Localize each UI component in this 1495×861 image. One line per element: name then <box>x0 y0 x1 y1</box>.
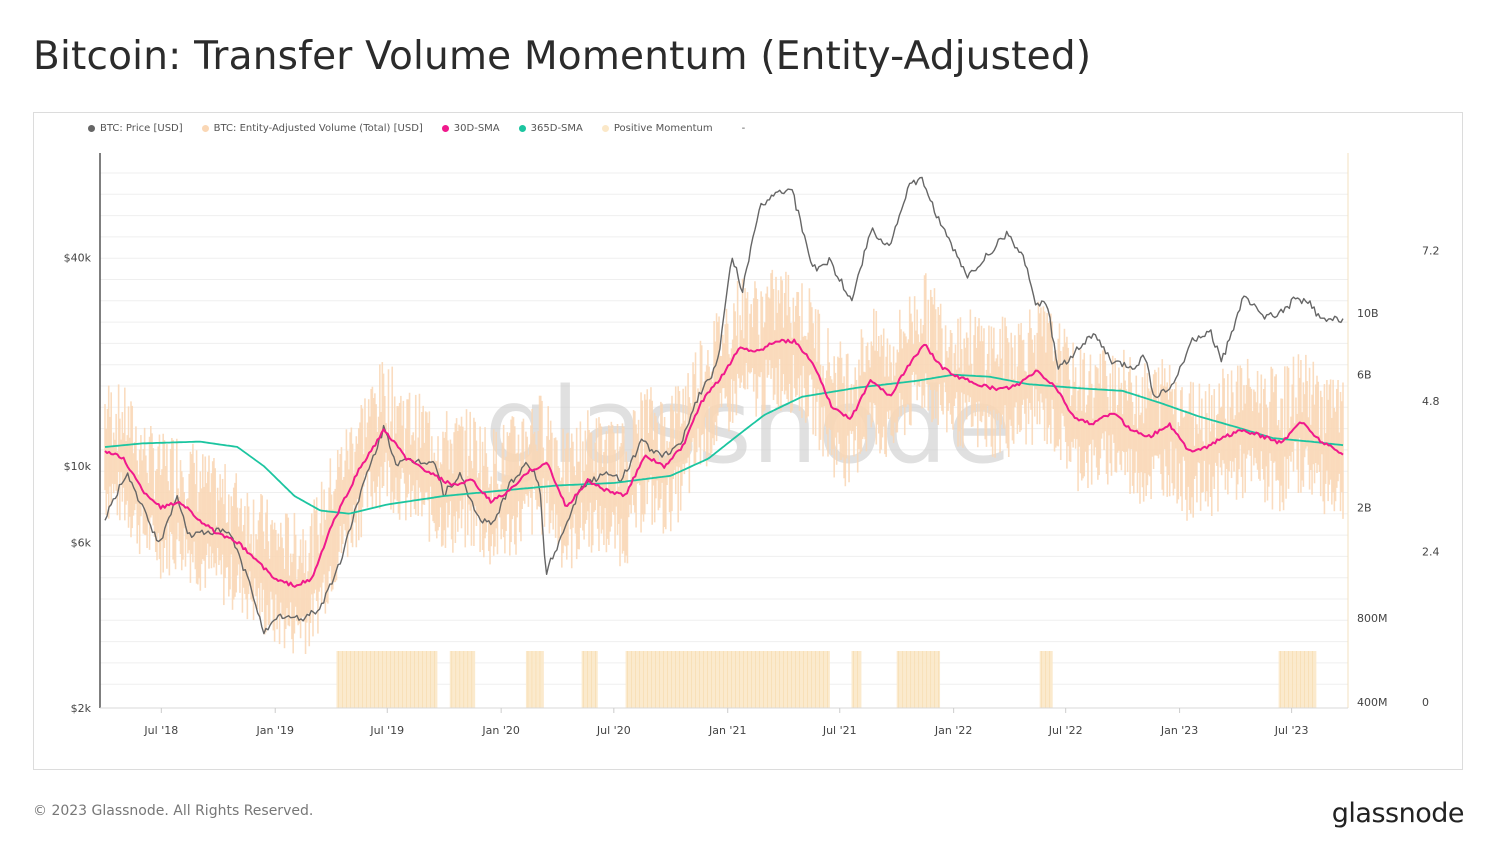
momentum-tick-label: 7.2 <box>1422 245 1440 258</box>
chart-legend: BTC: Price [USD] BTC: Entity-Adjusted Vo… <box>88 121 764 135</box>
x-tick-label: Jul '20 <box>596 724 631 737</box>
legend-dot-30d-sma <box>441 124 449 132</box>
positive-momentum-band <box>525 651 544 708</box>
price-tick-label: $6k <box>71 537 92 550</box>
price-tick-label: $10k <box>64 460 92 473</box>
legend-item-365d-sma[interactable]: 365D-SMA <box>518 122 583 134</box>
volume-tick-label: 400M <box>1357 696 1388 709</box>
positive-momentum-bands <box>336 651 1317 708</box>
legend-dot-positive-momentum <box>601 124 609 132</box>
x-tick-label: Jul '19 <box>369 724 404 737</box>
volume-tick-label: 800M <box>1357 612 1388 625</box>
legend-label-30d-sma: 30D-SMA <box>453 122 500 134</box>
x-tick-labels: Jul '18 Jan '19 Jul '19 Jan '20 Jul '20 Jan '… <box>143 708 1309 737</box>
legend-item-price[interactable]: BTC: Price [USD] <box>88 123 183 134</box>
x-tick-label: Jan '22 <box>934 724 972 737</box>
legend-label-365d-sma: 365D-SMA <box>530 122 583 134</box>
x-tick-label: Jan '21 <box>708 724 746 737</box>
volume-tick-label: 2B <box>1357 502 1372 515</box>
x-tick-label: Jul '22 <box>1048 724 1083 737</box>
legend-item-dash: - <box>742 123 746 134</box>
volume-tick-label: 6B <box>1357 369 1372 382</box>
x-tick-label: Jul '21 <box>822 724 857 737</box>
brand-logo: glassnode <box>1331 798 1465 829</box>
momentum-tick-labels: 7.2 4.8 2.4 0 <box>1422 245 1440 709</box>
chart-panel <box>33 112 1463 770</box>
x-tick-label: Jan '23 <box>1160 724 1198 737</box>
legend-label-positive-momentum: Positive Momentum <box>613 122 713 134</box>
legend-item-volume[interactable]: BTC: Entity-Adjusted Volume (Total) [USD… <box>201 122 423 134</box>
chart-title: Bitcoin: Transfer Volume Momentum (Entit… <box>33 34 1092 79</box>
positive-momentum-band <box>851 651 862 708</box>
positive-momentum-band <box>449 651 476 708</box>
legend-item-30d-sma[interactable]: 30D-SMA <box>441 122 500 134</box>
positive-momentum-band <box>336 651 438 708</box>
volume-bars <box>104 269 1344 654</box>
365d-sma-line <box>104 373 1344 515</box>
price-tick-labels: $40k $10k $6k $2k <box>64 251 92 715</box>
30d-sma-line <box>104 338 1344 588</box>
plot-area: glassnode$40k$10k$6k$2k10B6B2B800M400M7.… <box>64 153 1440 737</box>
price-tick-label: $40k <box>64 251 92 264</box>
x-tick-label: Jan '20 <box>481 724 519 737</box>
price-line <box>104 176 1344 635</box>
legend-dot-price <box>88 124 95 132</box>
momentum-tick-label: 0 <box>1422 696 1429 709</box>
volume-tick-label: 10B <box>1357 307 1379 320</box>
copyright-footer: © 2023 Glassnode. All Rights Reserved. <box>33 803 314 819</box>
momentum-tick-label: 4.8 <box>1422 395 1440 408</box>
legend-dot-365d-sma <box>518 124 526 132</box>
volume-tick-labels: 10B 6B 2B 800M 400M <box>1357 307 1388 709</box>
legend-dot-volume <box>201 124 209 132</box>
legend-label-volume: BTC: Entity-Adjusted Volume (Total) [USD… <box>213 122 423 134</box>
price-tick-label: $2k <box>71 702 92 715</box>
x-tick-label: Jan '19 <box>255 724 293 737</box>
legend-label-dash: - <box>741 122 746 134</box>
x-tick-label: Jul '18 <box>143 724 178 737</box>
x-tick-label: Jul '23 <box>1274 724 1309 737</box>
positive-momentum-band <box>581 651 598 708</box>
momentum-tick-label: 2.4 <box>1422 546 1440 559</box>
legend-label-price: BTC: Price [USD] <box>100 122 183 134</box>
legend-item-positive-momentum[interactable]: Positive Momentum <box>601 122 713 134</box>
